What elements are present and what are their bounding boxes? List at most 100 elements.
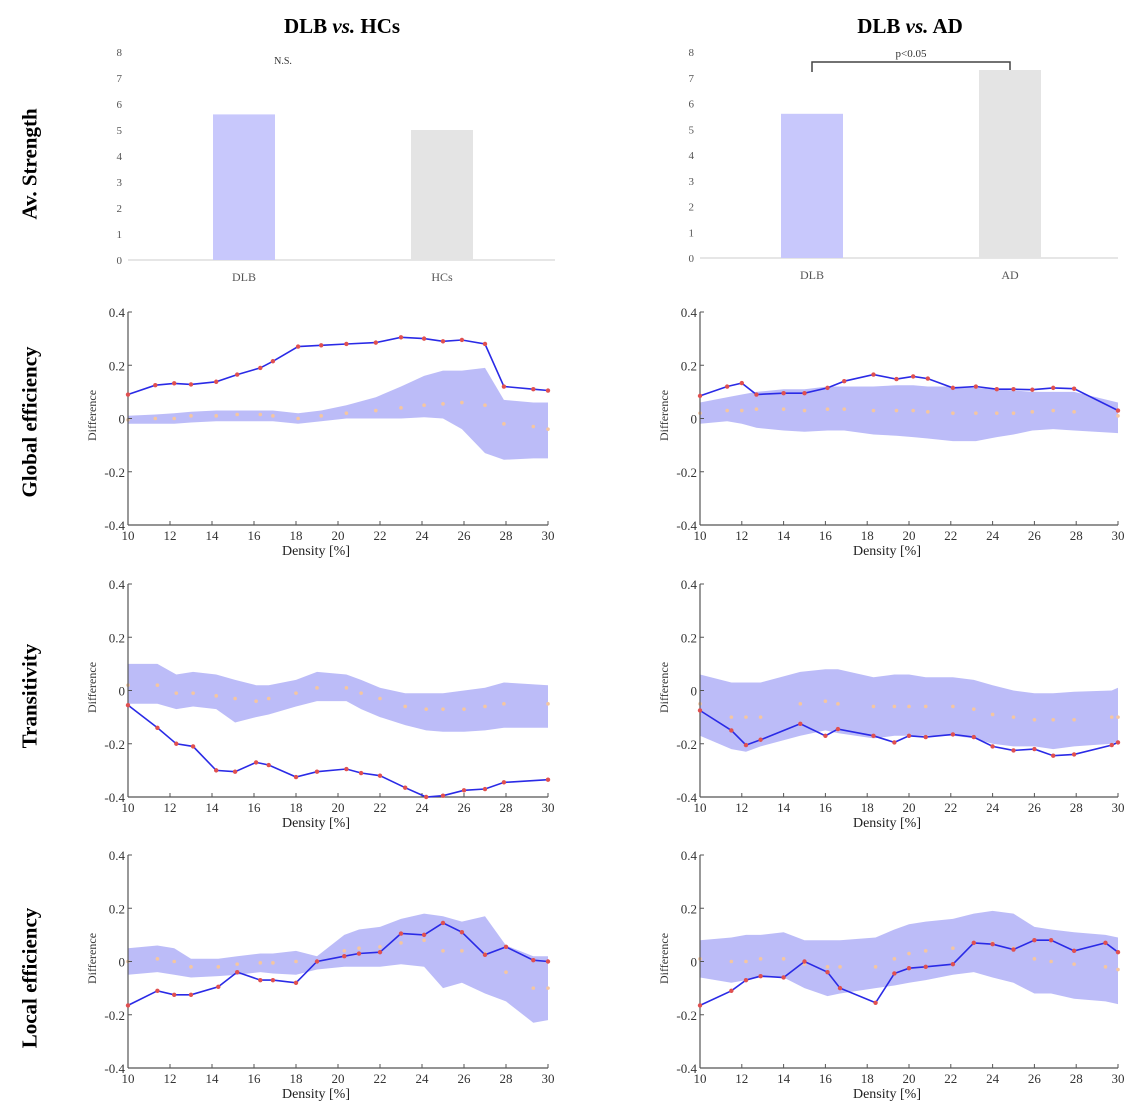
difference-point bbox=[739, 380, 744, 386]
y-tick-label: 0 bbox=[691, 955, 698, 970]
x-tick-label: 10 bbox=[122, 1071, 135, 1086]
null-mean-point bbox=[871, 408, 876, 413]
null-mean-point bbox=[189, 414, 193, 418]
x-tick-label: 24 bbox=[416, 800, 430, 815]
null-mean-point bbox=[172, 416, 176, 421]
y-tick-label: 0.2 bbox=[109, 630, 125, 645]
null-mean-point bbox=[871, 704, 876, 709]
null-mean-point bbox=[214, 694, 218, 698]
y-tick-label: 4 bbox=[689, 150, 695, 162]
null-mean-point bbox=[1011, 411, 1016, 415]
null-mean-point bbox=[460, 400, 464, 405]
x-tick-label: 30 bbox=[1112, 800, 1125, 815]
null-mean-point bbox=[441, 707, 445, 711]
difference-point bbox=[216, 984, 221, 989]
difference-point bbox=[125, 392, 131, 397]
difference-point bbox=[842, 379, 847, 384]
significance-annotation: N.S. bbox=[274, 56, 292, 67]
difference-point bbox=[1115, 949, 1121, 955]
null-mean-point bbox=[907, 704, 911, 709]
y-tick-label: 7 bbox=[117, 73, 123, 85]
x-tick-label: 18 bbox=[861, 528, 874, 543]
null-distribution-band bbox=[128, 663, 548, 732]
difference-point bbox=[545, 959, 551, 964]
difference-point bbox=[1011, 387, 1016, 392]
y-tick-label: 0 bbox=[691, 412, 698, 427]
x-tick-label: 20 bbox=[332, 800, 345, 815]
x-tick-label: 22 bbox=[374, 800, 387, 815]
y-tick-label: 2 bbox=[689, 202, 695, 214]
difference-point bbox=[950, 961, 956, 967]
null-mean-point bbox=[802, 408, 807, 413]
x-tick-label: 30 bbox=[1112, 528, 1125, 543]
y-tick-label: 6 bbox=[117, 99, 123, 111]
difference-point bbox=[729, 988, 734, 993]
y-tick-label: 2 bbox=[117, 203, 123, 215]
null-mean-point bbox=[483, 403, 487, 407]
x-tick-label: 20 bbox=[332, 528, 345, 543]
null-distribution-band bbox=[128, 913, 548, 1023]
difference-point bbox=[871, 372, 876, 377]
x-tick-label: 26 bbox=[1028, 1071, 1042, 1086]
y-tick-label: 8 bbox=[689, 47, 695, 59]
y-tick-label: 0.4 bbox=[109, 848, 126, 863]
x-tick-label: 16 bbox=[819, 800, 833, 815]
x-tick-label: 22 bbox=[374, 528, 387, 543]
difference-point bbox=[802, 391, 807, 396]
x-tick-label: 26 bbox=[458, 1071, 472, 1086]
bar-dlb bbox=[213, 114, 275, 261]
difference-point bbox=[270, 359, 276, 364]
y-tick-label: -0.2 bbox=[676, 1008, 697, 1023]
y-tick-label: -0.2 bbox=[104, 1008, 125, 1023]
difference-point bbox=[531, 957, 536, 963]
difference-point bbox=[214, 768, 219, 773]
x-tick-label: 12 bbox=[164, 528, 177, 543]
x-tick-label: DLB bbox=[232, 270, 256, 284]
x-tick-label: 20 bbox=[903, 1071, 916, 1086]
difference-point bbox=[258, 977, 263, 983]
null-mean-point bbox=[315, 686, 319, 690]
difference-point bbox=[482, 786, 488, 792]
null-mean-point bbox=[951, 704, 955, 709]
null-mean-point bbox=[399, 406, 403, 410]
y-tick-label: 0 bbox=[117, 255, 123, 267]
null-mean-point bbox=[399, 941, 403, 945]
null-mean-point bbox=[951, 411, 955, 415]
difference-point bbox=[125, 1003, 131, 1008]
difference-point bbox=[697, 1003, 703, 1008]
null-mean-point bbox=[422, 938, 426, 942]
null-mean-point bbox=[531, 986, 536, 990]
y-axis-label: Difference bbox=[657, 933, 671, 984]
x-tick-label: AD bbox=[1001, 268, 1019, 282]
difference-point bbox=[825, 969, 830, 975]
null-distribution-band bbox=[700, 910, 1118, 1005]
difference-point bbox=[377, 773, 383, 778]
null-mean-point bbox=[994, 411, 999, 415]
y-tick-label: -0.4 bbox=[104, 790, 125, 805]
null-mean-point bbox=[216, 965, 221, 969]
x-tick-label: 12 bbox=[735, 800, 748, 815]
difference-point bbox=[825, 385, 830, 391]
difference-point bbox=[781, 975, 786, 980]
difference-point bbox=[758, 973, 763, 979]
null-mean-point bbox=[873, 965, 878, 969]
x-tick-label: 20 bbox=[903, 528, 916, 543]
difference-point bbox=[172, 381, 177, 386]
null-mean-point bbox=[378, 945, 382, 949]
null-mean-point bbox=[266, 696, 271, 701]
y-tick-label: 0 bbox=[689, 253, 695, 265]
y-tick-label: -0.4 bbox=[676, 790, 697, 805]
null-mean-point bbox=[951, 946, 955, 950]
null-mean-point bbox=[424, 707, 429, 711]
difference-point bbox=[1071, 386, 1077, 391]
x-axis-label: Density [%] bbox=[282, 1087, 350, 1102]
y-tick-label: 0.4 bbox=[681, 305, 698, 320]
null-mean-point bbox=[825, 407, 830, 411]
x-axis-label: Density [%] bbox=[282, 544, 350, 559]
difference-point bbox=[172, 992, 177, 997]
y-tick-label: -0.4 bbox=[676, 1061, 697, 1076]
difference-point bbox=[440, 920, 446, 926]
difference-point bbox=[253, 760, 259, 765]
x-tick-label: 16 bbox=[819, 1071, 833, 1086]
null-mean-point bbox=[344, 411, 349, 415]
